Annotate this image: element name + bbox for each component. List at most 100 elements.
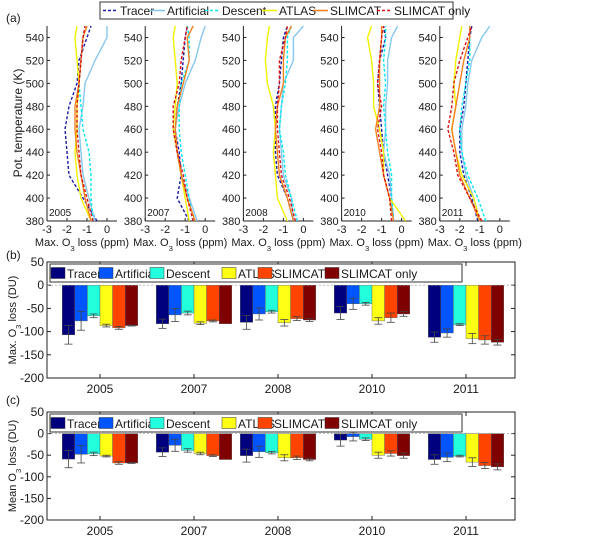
bar-slimcat-2008 bbox=[290, 433, 304, 458]
x-tick-label: 0 bbox=[300, 224, 306, 236]
bar-atlas-2007 bbox=[193, 285, 207, 324]
profile-line-atlas bbox=[74, 25, 92, 222]
y-tick-label: 380 bbox=[418, 216, 436, 228]
y-tick-label: 50 bbox=[31, 405, 45, 419]
bar-slimcat-2007 bbox=[206, 285, 220, 322]
y-tick-label: -50 bbox=[27, 301, 45, 315]
legend-label: SLIMCAT bbox=[274, 267, 326, 281]
category-label: 2010 bbox=[359, 382, 386, 396]
bar-atlas-2005 bbox=[99, 433, 113, 457]
profile-line-descent bbox=[278, 25, 299, 222]
profile-line-tracer bbox=[64, 25, 98, 222]
x-tick-label: -2 bbox=[455, 224, 465, 236]
y-tick-label: 420 bbox=[222, 170, 240, 182]
legend-swatch bbox=[324, 417, 340, 429]
bar-slimcat-only-2010 bbox=[397, 433, 411, 456]
y-tick-label: -200 bbox=[20, 513, 44, 527]
x-axis-label: Max. O3 loss (ppm) bbox=[428, 237, 522, 253]
panel-label-a: (a) bbox=[6, 11, 21, 25]
legend-label: Artificial bbox=[115, 267, 157, 281]
y-axis-label: Pot. temperature (K) bbox=[11, 69, 25, 178]
profile-line-atlas bbox=[172, 25, 190, 222]
category-label: 2011 bbox=[453, 524, 479, 538]
y-tick-label: -200 bbox=[20, 371, 44, 385]
legend-swatch bbox=[50, 417, 66, 429]
profile-line-descent bbox=[459, 26, 487, 222]
y-tick-label: -50 bbox=[27, 448, 45, 462]
y-tick-label: 500 bbox=[222, 78, 240, 90]
y-tick-label: 460 bbox=[26, 124, 44, 136]
y-tick-label: 520 bbox=[320, 55, 338, 67]
x-tick-label: -1 bbox=[377, 224, 387, 236]
x-tick-label: -1 bbox=[279, 224, 289, 236]
bar-slimcat-only-2007 bbox=[218, 433, 232, 460]
y-tick-label: 540 bbox=[222, 32, 240, 44]
y-tick-label: 420 bbox=[320, 170, 338, 182]
y-tick-label: 500 bbox=[320, 78, 338, 90]
y-tick-label: 420 bbox=[26, 170, 44, 182]
profile-line-slimcat bbox=[451, 26, 481, 222]
profile-line-artificial bbox=[78, 26, 108, 222]
y-tick-label: 380 bbox=[222, 216, 240, 228]
category-label: 2005 bbox=[87, 524, 114, 538]
bar-slimcat-only-2005 bbox=[124, 285, 138, 326]
legend-swatch bbox=[149, 267, 165, 279]
profile-line-slimcat bbox=[74, 25, 92, 222]
y-tick-label: 0 bbox=[37, 427, 44, 441]
y-tick-label: 420 bbox=[418, 170, 436, 182]
y-tick-label: 400 bbox=[124, 193, 142, 205]
bar-slimcat-only-2007 bbox=[218, 285, 232, 324]
y-tick-label: 440 bbox=[222, 147, 240, 159]
x-axis-label: Max. O3 loss (ppm) bbox=[35, 237, 129, 253]
y-tick-label: 480 bbox=[418, 101, 436, 113]
bar-descent-2011 bbox=[453, 285, 467, 325]
bar-descent-2008 bbox=[265, 285, 279, 312]
x-tick-label: -3 bbox=[42, 224, 52, 236]
y-tick-label: 540 bbox=[320, 32, 338, 44]
bar-slimcat-only-2008 bbox=[303, 433, 317, 460]
bar-atlas-2005 bbox=[99, 285, 113, 326]
bar-slimcat-2011 bbox=[478, 433, 492, 466]
profile-line-atlas bbox=[366, 25, 407, 222]
y-tick-label: 480 bbox=[26, 101, 44, 113]
y-tick-label: -150 bbox=[20, 348, 44, 362]
bar-tracer-2011 bbox=[428, 285, 442, 338]
legend-swatch bbox=[50, 267, 66, 279]
profile-line-slimcat-only bbox=[172, 25, 194, 222]
bar-slimcat-2011 bbox=[478, 285, 492, 341]
year-label: 2005 bbox=[49, 208, 72, 219]
y-tick-label: 400 bbox=[418, 193, 436, 205]
bar-tracer-2007 bbox=[155, 285, 169, 324]
legend-label: ATLAS bbox=[279, 4, 316, 18]
bar-slimcat-2005 bbox=[112, 433, 126, 464]
x-tick-label: 0 bbox=[399, 224, 405, 236]
y-tick-label: 380 bbox=[320, 216, 338, 228]
x-tick-label: -3 bbox=[435, 224, 445, 236]
x-tick-label: -3 bbox=[239, 224, 249, 236]
y-tick-label: 500 bbox=[418, 78, 436, 90]
legend-label: Tracer bbox=[67, 417, 101, 431]
y-tick-label: 520 bbox=[26, 55, 44, 67]
y-tick-label: 520 bbox=[222, 55, 240, 67]
legend-label: Tracer bbox=[120, 4, 154, 18]
y-tick-label: 400 bbox=[26, 193, 44, 205]
x-tick-label: -1 bbox=[475, 224, 485, 236]
year-label: 2007 bbox=[147, 208, 170, 219]
bar-descent-2010 bbox=[359, 285, 373, 304]
profile-line-artificial bbox=[174, 25, 206, 222]
bar-slimcat-only-2010 bbox=[397, 285, 411, 315]
y-tick-label: 480 bbox=[320, 101, 338, 113]
legend-label: Descent bbox=[166, 417, 211, 431]
bar-descent-2007 bbox=[181, 285, 195, 314]
y-tick-label: 520 bbox=[418, 55, 436, 67]
y-axis-label: Mean O3 loss (DU) bbox=[7, 420, 23, 512]
legend-label: SLIMCAT bbox=[330, 4, 382, 18]
x-tick-label: 0 bbox=[202, 224, 208, 236]
y-tick-label: 500 bbox=[124, 78, 142, 90]
legend-swatch bbox=[221, 417, 237, 429]
